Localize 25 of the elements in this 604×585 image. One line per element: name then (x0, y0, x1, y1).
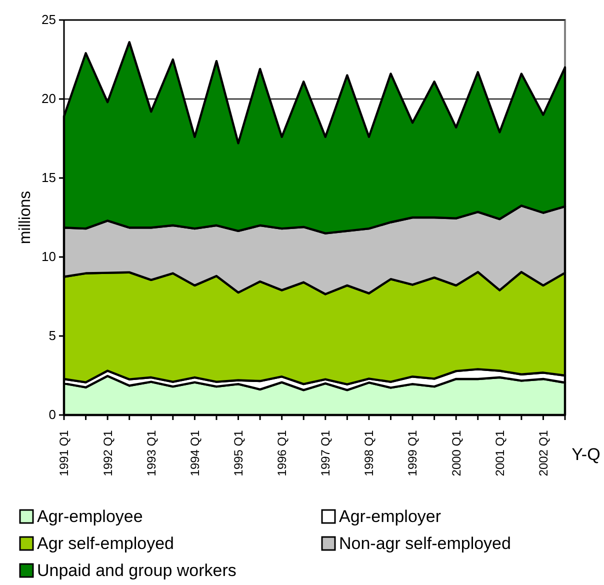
y-tick-label: 20 (42, 91, 56, 106)
legend-label: Agr-employer (339, 507, 442, 526)
legend-label: Unpaid and group workers (37, 561, 236, 580)
legend-label: Non-agr self-employed (339, 534, 511, 553)
x-tick-label: 1991 Q1 (57, 430, 72, 476)
y-tick-label: 25 (42, 12, 56, 28)
y-tick-label: 10 (42, 249, 56, 264)
x-tick-label: 1994 Q1 (188, 430, 202, 476)
x-tick-label: 1993 Q1 (144, 430, 158, 476)
x-tick-label: 2002 Q1 (536, 430, 550, 476)
y-tick-label: 5 (48, 328, 56, 344)
y-axis-title: millions (17, 190, 34, 244)
x-tick-label: 1992 Q1 (100, 430, 115, 476)
y-tick-label: 15 (42, 170, 56, 186)
x-axis-title: Y-Q (572, 445, 600, 464)
x-tick-label: 1999 Q1 (406, 430, 420, 476)
x-tick-label: 1996 Q1 (275, 430, 290, 476)
x-tick-label: 1998 Q1 (362, 430, 376, 476)
legend-label: Agr-employee (37, 507, 143, 526)
x-tick-label: 2000 Q1 (449, 430, 464, 476)
x-tick-label: 1995 Q1 (231, 430, 246, 476)
x-tick-label: 1997 Q1 (318, 430, 333, 476)
legend-label: Agr self-employed (37, 534, 174, 553)
y-tick-label: 0 (48, 407, 56, 422)
x-tick-label: 2001 Q1 (492, 430, 507, 476)
